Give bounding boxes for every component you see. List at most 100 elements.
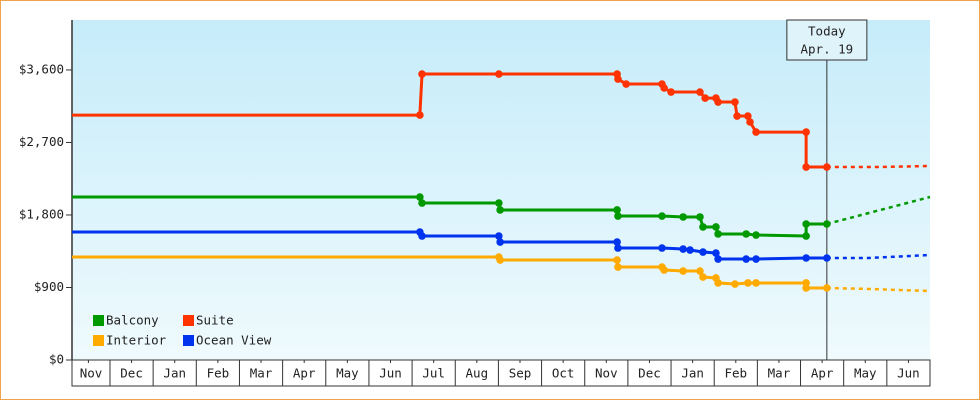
- x-tick-label: Jul: [422, 366, 445, 381]
- y-tick-label: $2,700: [19, 134, 64, 149]
- price-point: [495, 70, 503, 78]
- price-point: [614, 212, 622, 220]
- price-point: [660, 84, 668, 92]
- x-tick-label: Apr: [811, 366, 834, 381]
- x-tick-label: Apr: [293, 366, 316, 381]
- x-tick-label: Nov: [595, 366, 618, 381]
- price-point: [614, 263, 622, 271]
- price-point: [613, 206, 621, 214]
- x-tick-label: May: [336, 366, 359, 381]
- price-point: [731, 280, 739, 288]
- price-point: [496, 256, 504, 264]
- today-box: [786, 19, 868, 61]
- price-point: [696, 88, 704, 96]
- price-point: [752, 128, 760, 136]
- legend-swatch: [93, 315, 104, 326]
- forecast-line: [826, 195, 931, 226]
- x-tick-label: Mar: [768, 366, 791, 381]
- legend-swatch: [183, 315, 194, 326]
- x-tick-label: Jan: [163, 366, 186, 381]
- forecast-line: [826, 286, 931, 293]
- series-line: [72, 72, 827, 169]
- legend-swatch: [183, 335, 194, 346]
- price-point: [686, 246, 694, 254]
- y-tick-label: $3,600: [19, 61, 64, 76]
- x-tick-label: Feb: [207, 366, 230, 381]
- y-tick-label: $900: [34, 279, 64, 294]
- price-point: [802, 232, 810, 240]
- today-label: Today: [808, 24, 846, 39]
- price-point: [495, 199, 503, 207]
- price-point: [742, 230, 750, 238]
- price-point: [418, 70, 426, 78]
- x-tick-label: Dec: [638, 366, 661, 381]
- legend-swatch: [93, 335, 104, 346]
- legend-label: Suite: [196, 313, 234, 328]
- price-point: [496, 206, 504, 214]
- x-tick-label: May: [854, 366, 877, 381]
- price-point: [752, 279, 760, 287]
- price-point: [679, 267, 687, 275]
- price-point: [658, 212, 666, 220]
- price-point: [667, 88, 675, 96]
- price-point: [823, 220, 831, 228]
- price-point: [802, 284, 810, 292]
- price-point: [802, 163, 810, 171]
- price-point: [802, 128, 810, 136]
- price-point: [613, 256, 621, 264]
- today-label: Apr. 19: [801, 42, 854, 57]
- x-tick-label: Aug: [466, 366, 489, 381]
- price-point: [696, 267, 704, 275]
- price-point: [613, 238, 621, 246]
- price-point: [746, 118, 754, 126]
- price-point: [733, 112, 741, 120]
- price-point: [614, 75, 622, 83]
- price-point: [658, 244, 666, 252]
- x-tick-label: Mar: [250, 366, 273, 381]
- y-tick-label: $0: [49, 352, 64, 367]
- price-point: [416, 193, 424, 201]
- price-point: [744, 112, 752, 120]
- price-point: [701, 94, 709, 102]
- price-point: [823, 163, 831, 171]
- legend-label: Balcony: [106, 313, 159, 328]
- x-tick-label: Feb: [724, 366, 747, 381]
- price-point: [418, 232, 426, 240]
- price-point: [699, 248, 707, 256]
- x-tick-label: Nov: [80, 366, 103, 381]
- price-point: [744, 279, 752, 287]
- price-point: [714, 279, 722, 287]
- x-tick-label: Jun: [897, 366, 920, 381]
- price-point: [731, 98, 739, 106]
- legend-label: Ocean View: [196, 333, 272, 348]
- price-point: [496, 238, 504, 246]
- price-point: [696, 213, 704, 221]
- y-tick-label: $1,800: [19, 206, 64, 221]
- price-point: [712, 223, 720, 231]
- price-point: [714, 255, 722, 263]
- price-point: [823, 254, 831, 262]
- price-point: [823, 284, 831, 292]
- price-point: [416, 111, 424, 119]
- x-tick-label: Oct: [552, 366, 575, 381]
- price-point: [622, 80, 630, 88]
- price-point: [699, 273, 707, 281]
- price-point: [495, 232, 503, 240]
- price-point: [752, 231, 760, 239]
- x-axis-band: [71, 359, 931, 387]
- price-point: [712, 249, 720, 257]
- price-point: [714, 98, 722, 106]
- price-point: [742, 255, 750, 263]
- x-tick-label: Dec: [120, 366, 143, 381]
- forecast-line: [826, 253, 931, 260]
- price-point: [699, 223, 707, 231]
- price-point: [802, 220, 810, 228]
- price-point: [418, 199, 426, 207]
- price-point: [802, 254, 810, 262]
- price-point: [614, 244, 622, 252]
- price-point: [752, 255, 760, 263]
- chart-layer: $0 $900 $1,800 $2,700 $3,600 Nov Dec Jan Feb Mar A…: [19, 19, 931, 386]
- x-tick-label: Jun: [379, 366, 402, 381]
